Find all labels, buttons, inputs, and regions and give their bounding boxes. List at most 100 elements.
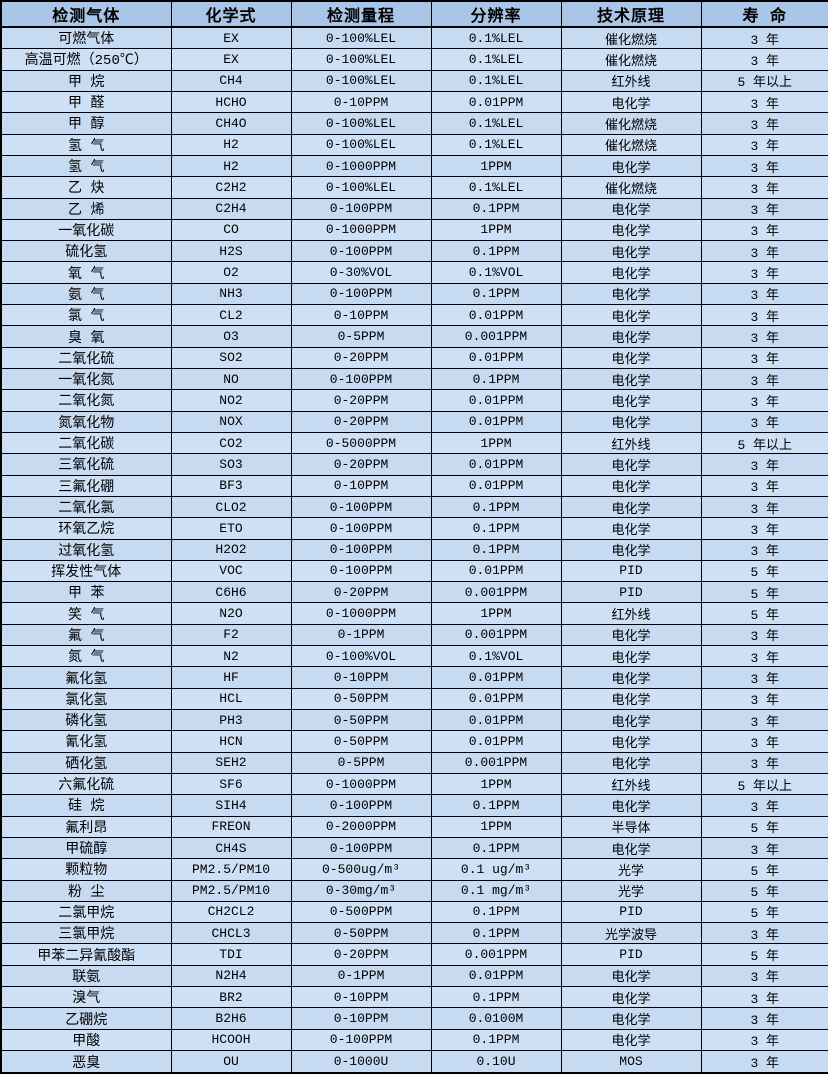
resolution-cell: 0.0100M	[430, 1007, 562, 1030]
header-resolution: 分辨率	[430, 0, 562, 28]
principle-cell: 电化学	[560, 389, 702, 412]
gas-name-cell: 可燃气体	[0, 26, 172, 50]
resolution-cell: 0.1%LEL	[430, 48, 562, 71]
principle-cell: 电化学	[560, 964, 702, 988]
range-cell: 0-100PPM	[290, 368, 432, 391]
gas-name-cell: 甲 醛	[0, 90, 172, 114]
lifespan-cell: 3 年	[700, 261, 828, 284]
gas-name-cell: 乙 炔	[0, 176, 172, 199]
principle-cell: 电化学	[560, 709, 702, 732]
resolution-cell: 0.1PPM	[430, 495, 562, 519]
formula-cell: PM2.5/PM10	[170, 858, 292, 881]
principle-cell: 电化学	[560, 794, 702, 817]
gas-name-cell: 二氧化硫	[0, 346, 172, 370]
table-row: 硒化氢 SEH2 0-5PPM 0.001PPM 电化学 3 年	[0, 751, 828, 774]
table-row: 甲酸 HCOOH 0-100PPM 0.1PPM 电化学 3 年	[0, 1028, 828, 1052]
lifespan-cell: 3 年	[700, 410, 828, 433]
table-row: 可燃气体 EX 0-100%LEL 0.1%LEL 催化燃烧 3 年	[0, 26, 828, 50]
principle-cell: 电化学	[560, 645, 702, 668]
principle-cell: 电化学	[560, 730, 702, 753]
header-gas-name: 检测气体	[0, 0, 172, 28]
resolution-cell: 0.01PPM	[430, 90, 562, 114]
table-row: 粉 尘 PM2.5/PM10 0-30mg/m³ 0.1 mg/m³ 光学 5 年	[0, 879, 828, 902]
lifespan-cell: 5 年	[700, 602, 828, 625]
resolution-cell: 0.1PPM	[430, 836, 562, 860]
table-row: 氨 气 NH3 0-100PPM 0.1PPM 电化学 3 年	[0, 282, 828, 306]
gas-name-cell: 甲 烷	[0, 69, 172, 92]
range-cell: 0-20PPM	[290, 943, 432, 966]
gas-name-cell: 乙硼烷	[0, 1007, 172, 1030]
resolution-cell: 0.1PPM	[430, 1028, 562, 1052]
resolution-cell: 1PPM	[430, 815, 562, 838]
gas-name-cell: 一氧化氮	[0, 368, 172, 391]
resolution-cell: 0.001PPM	[430, 943, 562, 966]
lifespan-cell: 3 年	[700, 623, 828, 647]
principle-cell: 电化学	[560, 1028, 702, 1052]
table-row: 氯 气 CL2 0-10PPM 0.01PPM 电化学 3 年	[0, 304, 828, 327]
formula-cell: CO2	[170, 431, 292, 455]
range-cell: 0-10PPM	[290, 90, 432, 114]
table-row: 氟化氢 HF 0-10PPM 0.01PPM 电化学 3 年	[0, 666, 828, 689]
formula-cell: H2S	[170, 240, 292, 263]
gas-name-cell: 氯化氢	[0, 687, 172, 711]
formula-cell: F2	[170, 623, 292, 647]
lifespan-cell: 3 年	[700, 90, 828, 114]
table-row: 联氨 N2H4 0-1PPM 0.01PPM 电化学 3 年	[0, 964, 828, 988]
range-cell: 0-100%LEL	[290, 48, 432, 71]
formula-cell: CLO2	[170, 495, 292, 519]
principle-cell: 电化学	[560, 218, 702, 242]
range-cell: 0-1PPM	[290, 623, 432, 647]
gas-name-cell: 笑 气	[0, 602, 172, 625]
lifespan-cell: 5 年	[700, 559, 828, 583]
principle-cell: 电化学	[560, 197, 702, 220]
formula-cell: N2	[170, 645, 292, 668]
formula-cell: VOC	[170, 559, 292, 583]
resolution-cell: 0.1%LEL	[430, 176, 562, 199]
formula-cell: HCOOH	[170, 1028, 292, 1052]
range-cell: 0-30%VOL	[290, 261, 432, 284]
range-cell: 0-2000PPM	[290, 815, 432, 838]
principle-cell: 半导体	[560, 815, 702, 838]
range-cell: 0-5000PPM	[290, 431, 432, 455]
resolution-cell: 0.1PPM	[430, 240, 562, 263]
principle-cell: 电化学	[560, 154, 702, 178]
gas-name-cell: 甲硫醇	[0, 836, 172, 860]
lifespan-cell: 5 年	[700, 858, 828, 881]
range-cell: 0-100PPM	[290, 538, 432, 561]
lifespan-cell: 3 年	[700, 154, 828, 178]
resolution-cell: 0.1%LEL	[430, 69, 562, 92]
lifespan-cell: 3 年	[700, 1050, 828, 1074]
resolution-cell: 0.1%VOL	[430, 261, 562, 284]
resolution-cell: 0.01PPM	[430, 389, 562, 412]
range-cell: 0-20PPM	[290, 389, 432, 412]
gas-name-cell: 甲苯二异氰酸酯	[0, 943, 172, 966]
gas-name-cell: 氮氧化物	[0, 410, 172, 433]
table-row: 三氧化硫 SO3 0-20PPM 0.01PPM 电化学 3 年	[0, 453, 828, 476]
formula-cell: CH4O	[170, 112, 292, 135]
principle-cell: 电化学	[560, 261, 702, 284]
range-cell: 0-20PPM	[290, 346, 432, 370]
table-row: 过氧化氢 H2O2 0-100PPM 0.1PPM 电化学 3 年	[0, 538, 828, 561]
formula-cell: NO2	[170, 389, 292, 412]
lifespan-cell: 5 年以上	[700, 69, 828, 92]
table-row: 氮氧化物 NOX 0-20PPM 0.01PPM 电化学 3 年	[0, 410, 828, 433]
range-cell: 0-100PPM	[290, 517, 432, 540]
resolution-cell: 0.10U	[430, 1050, 562, 1074]
lifespan-cell: 3 年	[700, 645, 828, 668]
range-cell: 0-100%LEL	[290, 176, 432, 199]
lifespan-cell: 3 年	[700, 986, 828, 1009]
principle-cell: 电化学	[560, 453, 702, 476]
gas-name-cell: 磷化氢	[0, 709, 172, 732]
principle-cell: 电化学	[560, 666, 702, 689]
range-cell: 0-20PPM	[290, 453, 432, 476]
lifespan-cell: 3 年	[700, 389, 828, 412]
lifespan-cell: 3 年	[700, 133, 828, 156]
gas-name-cell: 颗粒物	[0, 858, 172, 881]
range-cell: 0-100PPM	[290, 282, 432, 306]
range-cell: 0-1000PPM	[290, 772, 432, 796]
range-cell: 0-1000PPM	[290, 154, 432, 178]
gas-name-cell: 甲 苯	[0, 581, 172, 604]
table-row: 氯化氢 HCL 0-50PPM 0.01PPM 电化学 3 年	[0, 687, 828, 711]
formula-cell: H2	[170, 154, 292, 178]
range-cell: 0-20PPM	[290, 581, 432, 604]
